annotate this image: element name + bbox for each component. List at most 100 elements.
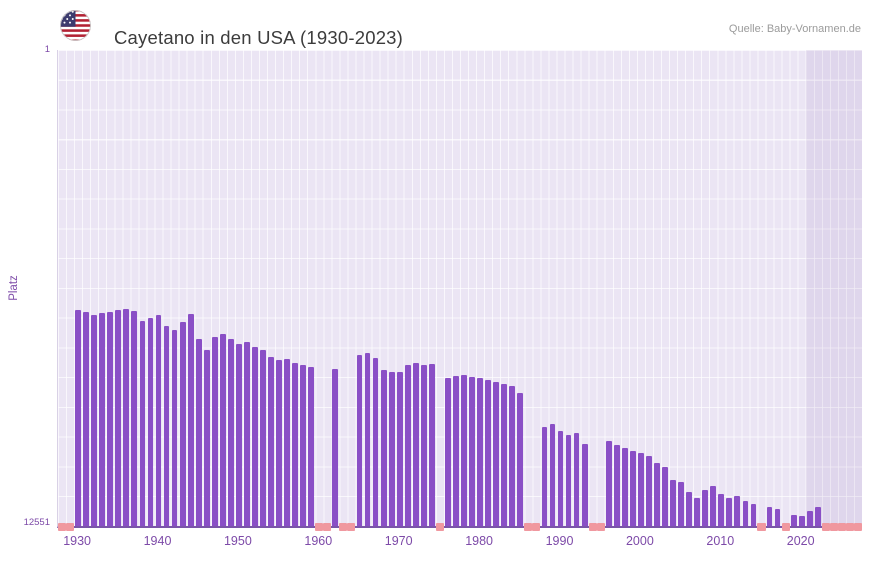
bar-1966[interactable] (364, 353, 371, 526)
bar-1938[interactable] (139, 321, 146, 526)
bar-2010[interactable] (718, 493, 725, 526)
us-flag-icon (59, 9, 92, 42)
bar-2008[interactable] (702, 489, 709, 526)
bar-1943[interactable] (179, 322, 186, 526)
bar-1991[interactable] (565, 434, 572, 526)
x-tick-label-2010: 2010 (706, 534, 735, 548)
x-tick-label-1990: 1990 (545, 534, 574, 548)
unranked-tick-2026 (845, 523, 854, 531)
bar-1968[interactable] (380, 370, 387, 526)
bar-1951[interactable] (244, 342, 250, 526)
bar-1974[interactable] (428, 364, 435, 526)
bar-1972[interactable] (412, 363, 419, 526)
bar-1971[interactable] (404, 364, 411, 526)
bar-2022[interactable] (814, 507, 821, 526)
bar-1931[interactable] (83, 311, 90, 526)
bar-1983[interactable] (501, 383, 508, 526)
bar-1944[interactable] (187, 313, 194, 526)
x-tick-label-1950: 1950 (223, 534, 252, 548)
y-tick-bottom: 12551 (23, 517, 50, 528)
bar-1956[interactable] (284, 359, 291, 526)
bar-2000[interactable] (638, 452, 644, 526)
recent-years-highlight-band (805, 50, 862, 526)
bar-1952[interactable] (252, 346, 258, 526)
x-tick-label-1980: 1980 (465, 534, 493, 548)
bar-2013[interactable] (742, 501, 749, 526)
bar-2017[interactable] (774, 508, 781, 526)
bar-1976[interactable] (445, 378, 451, 526)
bar-1967[interactable] (372, 358, 379, 526)
bar-1959[interactable] (308, 366, 315, 526)
bar-1999[interactable] (629, 450, 636, 526)
bar-1935[interactable] (115, 310, 122, 526)
bar-2006[interactable] (686, 491, 693, 526)
bar-1982[interactable] (493, 382, 500, 526)
bar-1965[interactable] (356, 355, 363, 526)
bar-1979[interactable] (469, 376, 475, 526)
bar-1990[interactable] (557, 431, 564, 526)
x-tick-label-1930: 1930 (63, 534, 91, 548)
bar-2012[interactable] (734, 496, 741, 526)
bar-1992[interactable] (573, 433, 580, 526)
bar-1980[interactable] (477, 378, 483, 526)
bar-1984[interactable] (509, 386, 516, 526)
bar-1932[interactable] (91, 314, 98, 526)
bar-2011[interactable] (726, 498, 733, 526)
bar-2009[interactable] (710, 486, 717, 526)
bar-1969[interactable] (388, 372, 395, 526)
bar-1973[interactable] (420, 365, 427, 526)
bar-1997[interactable] (613, 445, 620, 526)
bar-2002[interactable] (654, 463, 660, 526)
bar-1978[interactable] (461, 374, 467, 526)
unranked-tick-2018 (781, 523, 790, 531)
bar-1954[interactable] (268, 357, 274, 526)
plot-area (57, 50, 862, 531)
bar-1996[interactable] (605, 440, 612, 526)
bar-1942[interactable] (171, 329, 178, 526)
bar-1950[interactable] (236, 343, 242, 526)
unranked-tick-2024 (829, 523, 838, 531)
bar-1998[interactable] (621, 448, 628, 526)
bar-1988[interactable] (541, 427, 548, 526)
bar-1958[interactable] (300, 364, 307, 526)
bar-1947[interactable] (211, 336, 218, 526)
bar-2005[interactable] (678, 482, 684, 526)
bar-1941[interactable] (163, 325, 170, 526)
bar-1939[interactable] (147, 317, 154, 526)
bar-1936[interactable] (123, 308, 130, 526)
bar-1945[interactable] (195, 338, 202, 526)
bar-1989[interactable] (549, 423, 556, 526)
bar-1930[interactable] (75, 309, 81, 526)
bar-1957[interactable] (292, 362, 299, 526)
bar-1949[interactable] (227, 339, 234, 526)
bar-2001[interactable] (646, 455, 652, 526)
bar-1962[interactable] (332, 368, 339, 526)
bar-2004[interactable] (670, 480, 676, 526)
unranked-tick-2015 (757, 523, 766, 531)
bar-1934[interactable] (107, 311, 114, 526)
bar-1970[interactable] (396, 371, 403, 526)
bar-1940[interactable] (155, 315, 162, 526)
bar-2003[interactable] (662, 467, 668, 526)
unranked-tick-1960 (315, 523, 324, 531)
bar-1993[interactable] (581, 444, 588, 526)
bar-2020[interactable] (798, 516, 805, 526)
x-tick-label-2000: 2000 (625, 534, 654, 548)
bar-1937[interactable] (131, 311, 138, 526)
bar-1948[interactable] (219, 333, 226, 526)
bar-2007[interactable] (694, 497, 701, 526)
bar-1933[interactable] (99, 313, 106, 526)
bar-2016[interactable] (766, 507, 773, 526)
bar-1981[interactable] (485, 379, 492, 526)
bar-2019[interactable] (790, 514, 797, 526)
bar-2021[interactable] (806, 510, 813, 526)
bar-1953[interactable] (260, 349, 266, 526)
y-axis-label: Platz (8, 275, 20, 301)
bar-1946[interactable] (203, 349, 210, 526)
x-tick-label-1940: 1940 (143, 534, 172, 548)
bar-1955[interactable] (276, 360, 282, 526)
bar-1985[interactable] (517, 393, 524, 526)
bar-1977[interactable] (453, 376, 459, 526)
bar-2014[interactable] (750, 503, 757, 526)
